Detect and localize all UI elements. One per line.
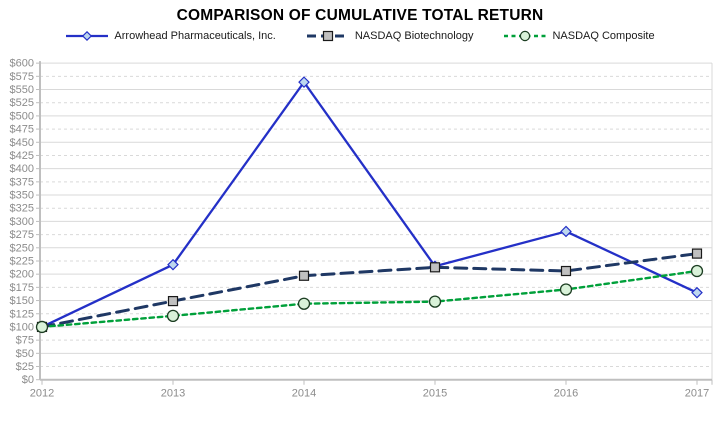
legend-item-0: Arrowhead Pharmaceuticals, Inc. [65, 29, 276, 43]
y-axis-label: $225 [10, 255, 34, 267]
diamond-marker-icon [82, 30, 93, 42]
legend-label: NASDAQ Biotechnology [354, 30, 474, 42]
y-axis-label: $500 [10, 110, 34, 122]
y-axis-label: $125 [10, 308, 34, 320]
legend-label: Arrowhead Pharmaceuticals, Inc. [114, 30, 276, 42]
y-axis-label: $200 [10, 269, 34, 281]
series-0-marker [167, 258, 179, 271]
y-axis-label: $175 [10, 282, 34, 294]
y-axis-label: $325 [10, 203, 34, 215]
y-axis-label: $400 [10, 163, 34, 175]
legend-swatch-diamond-icon [66, 30, 109, 42]
x-axis-label: 2017 [685, 388, 709, 400]
x-axis-label: 2014 [292, 388, 316, 400]
y-axis-label: $100 [10, 321, 34, 333]
y-axis-label: $450 [10, 137, 34, 149]
series-2-marker [559, 283, 573, 296]
chart-legend: Arrowhead Pharmaceuticals, Inc. NASDAQ Bi… [0, 29, 720, 43]
y-axis-label: $575 [10, 71, 34, 83]
legend-item-1: NASDAQ Biotechnology [306, 29, 474, 43]
y-axis-label: $425 [10, 150, 34, 162]
y-axis-label: $150 [10, 295, 34, 307]
y-axis-label: $50 [16, 348, 34, 360]
y-axis-label: $75 [16, 335, 34, 347]
y-axis-label: $475 [10, 124, 34, 136]
series-1-marker [691, 248, 703, 259]
y-axis-label: $350 [10, 190, 34, 202]
x-axis-label: 2013 [161, 388, 185, 400]
y-axis-label: $525 [10, 97, 34, 109]
series-2-marker [690, 264, 704, 278]
series-1-marker [429, 262, 441, 273]
series-1-marker [560, 265, 572, 277]
series-2-marker [35, 320, 49, 334]
y-axis-label: $300 [10, 216, 34, 228]
chart-title: COMPARISON OF CUMULATIVE TOTAL RETURN [176, 7, 544, 24]
series-line-2 [40, 269, 699, 329]
square-marker-icon [322, 30, 333, 42]
circle-marker-icon [520, 30, 531, 42]
x-axis-label: 2015 [423, 388, 447, 400]
legend-swatch-circle-icon [504, 30, 547, 42]
series-2-marker [428, 295, 442, 308]
x-axis-label: 2016 [554, 388, 578, 400]
y-axis-label: $550 [10, 84, 34, 96]
series-1-marker [167, 295, 179, 307]
legend-label: NASDAQ Composite [552, 30, 655, 42]
series-1-marker [298, 270, 310, 281]
series-0-marker [298, 76, 310, 88]
y-axis-label: $375 [10, 176, 34, 188]
legend-swatch-square-icon [306, 30, 349, 42]
y-axis-label: $0 [22, 374, 34, 386]
y-axis-label: $25 [16, 361, 34, 373]
series-0-marker [560, 225, 572, 238]
x-axis-label: 2012 [30, 388, 54, 400]
y-axis-label: $250 [10, 242, 34, 254]
series-line-0 [40, 80, 699, 329]
series-2-marker [166, 309, 180, 323]
y-axis-label: $600 [10, 58, 34, 70]
series-0-marker [691, 286, 703, 299]
series-2-marker [297, 297, 311, 310]
series-line-1 [40, 252, 699, 329]
y-axis-label: $275 [10, 229, 34, 241]
legend-item-2: NASDAQ Composite [503, 29, 655, 43]
